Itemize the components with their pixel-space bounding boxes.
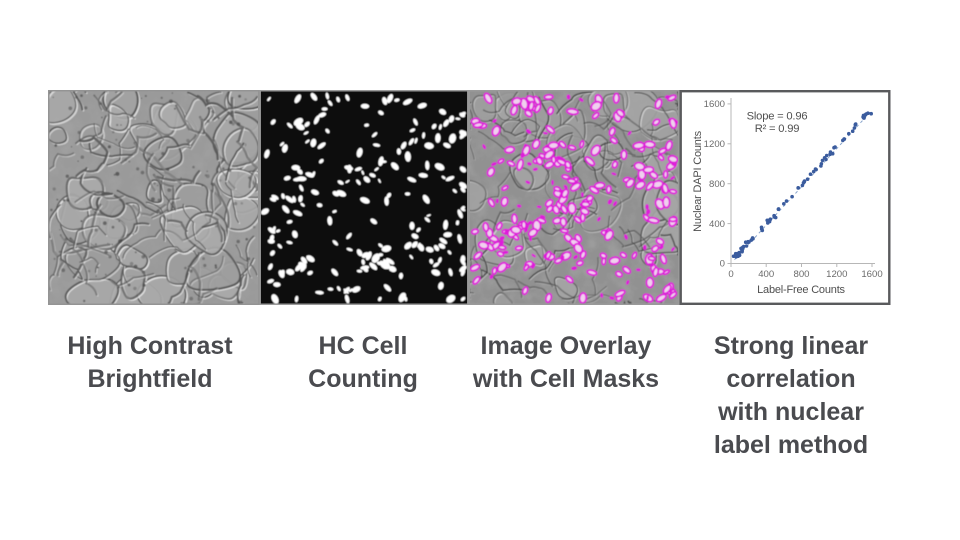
svg-text:1600: 1600 bbox=[861, 269, 882, 280]
svg-text:Nuclear DAPI Counts: Nuclear DAPI Counts bbox=[692, 130, 704, 231]
svg-text:800: 800 bbox=[709, 179, 725, 190]
svg-text:400: 400 bbox=[709, 219, 725, 230]
svg-text:0: 0 bbox=[720, 259, 725, 270]
svg-text:1200: 1200 bbox=[704, 139, 725, 150]
svg-text:400: 400 bbox=[758, 269, 774, 280]
svg-text:Label-Free Counts: Label-Free Counts bbox=[757, 284, 845, 296]
svg-text:0: 0 bbox=[728, 269, 733, 280]
svg-text:1600: 1600 bbox=[704, 99, 725, 110]
svg-text:800: 800 bbox=[793, 269, 809, 280]
svg-text:1200: 1200 bbox=[826, 269, 847, 280]
svg-text:Slope = 0.96: Slope = 0.96 bbox=[747, 111, 808, 123]
svg-text:R² = 0.99: R² = 0.99 bbox=[755, 123, 800, 135]
